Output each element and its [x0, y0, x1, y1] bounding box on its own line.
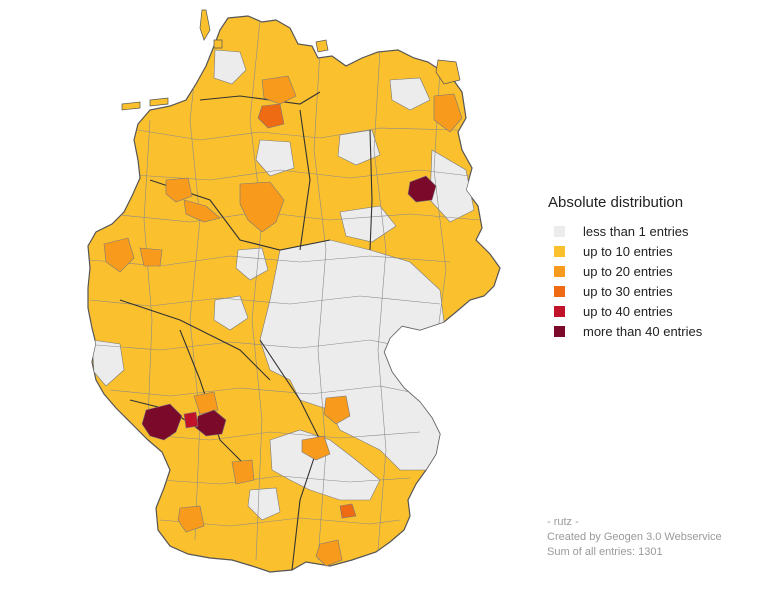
region-orange-osnabrueck [165, 177, 193, 203]
region-orange-stuttgart [231, 459, 255, 485]
legend-title: Absolute distribution [548, 194, 684, 211]
legend-item-4: up to 40 entries [548, 301, 748, 321]
legend-item-2: up to 20 entries [548, 261, 748, 281]
legend-label-5: more than 40 entries [583, 323, 703, 339]
region-orange-rostock [433, 93, 463, 133]
region-crimson-rhine [183, 411, 199, 429]
region-orange-cologne [139, 247, 163, 267]
region-grey-north-2 [337, 129, 381, 166]
island-ruegen [435, 59, 461, 85]
region-grey-center [213, 295, 249, 331]
region-grey-east [259, 239, 445, 471]
footer-author: - rutz - [547, 516, 579, 528]
legend-item-3: up to 30 entries [548, 281, 748, 301]
region-orange-ruhr [103, 237, 135, 273]
region-orange-mannheim [193, 391, 219, 415]
legend-swatch-5 [554, 325, 565, 337]
region-dark-rhine-neckar [195, 409, 227, 437]
region-orange-freiburg [177, 505, 205, 533]
region-grey-hessen [235, 247, 269, 281]
region-grey-north-1 [213, 49, 247, 85]
legend-item-1: up to 10 entries [548, 241, 748, 261]
island-foehr [213, 39, 223, 49]
legend-label-2: up to 20 entries [583, 263, 673, 279]
island-sylt [199, 9, 211, 41]
region-orange-muenster [183, 199, 221, 223]
map-footer: - rutz - Created by Geogen 3.0 Webservic… [547, 515, 722, 560]
region-grey-west-1 [91, 339, 125, 387]
legend-item-5: more than 40 entries [548, 321, 748, 341]
region-red-orange-augsburg [339, 503, 357, 519]
legend-label-3: up to 30 entries [583, 283, 673, 299]
legend-swatch-0 [554, 225, 565, 237]
legend-swatch-2 [554, 265, 565, 277]
legend: Absolute distribution less than 1 entrie… [548, 194, 748, 341]
region-grey-bw [247, 487, 281, 521]
district-borders [89, 19, 481, 561]
legend-label-1: up to 10 entries [583, 243, 673, 259]
island-frisian-2 [121, 101, 141, 111]
region-dark-berlin [407, 175, 437, 203]
highlight-regions [103, 75, 463, 567]
map-regions [87, 15, 501, 573]
region-dark-saarland [141, 403, 183, 441]
region-red-orange-hamburg [257, 103, 285, 129]
island-frisian-1 [149, 97, 169, 107]
legend-swatch-1 [554, 245, 565, 257]
region-grey-west-2 [255, 139, 295, 177]
region-grey-brandenburg-2 [389, 77, 431, 111]
legend-label-4: up to 40 entries [583, 303, 673, 319]
legend-item-0: less than 1 entries [548, 221, 748, 241]
region-orange-nuremberg [323, 395, 351, 425]
legend-swatch-4 [554, 305, 565, 317]
north-sea-islands [121, 9, 461, 111]
footer-credit: Created by Geogen 3.0 Webservice [547, 531, 722, 543]
legend-label-0: less than 1 entries [583, 223, 689, 239]
footer-sum: Sum of all entries: 1301 [547, 546, 663, 558]
region-orange-hamburg [261, 75, 297, 105]
region-orange-hanover [239, 181, 285, 233]
legend-swatch-3 [554, 285, 565, 297]
island-fehmarn [315, 39, 329, 53]
region-orange-franconia [301, 435, 331, 461]
region-orange-munich [315, 539, 343, 567]
